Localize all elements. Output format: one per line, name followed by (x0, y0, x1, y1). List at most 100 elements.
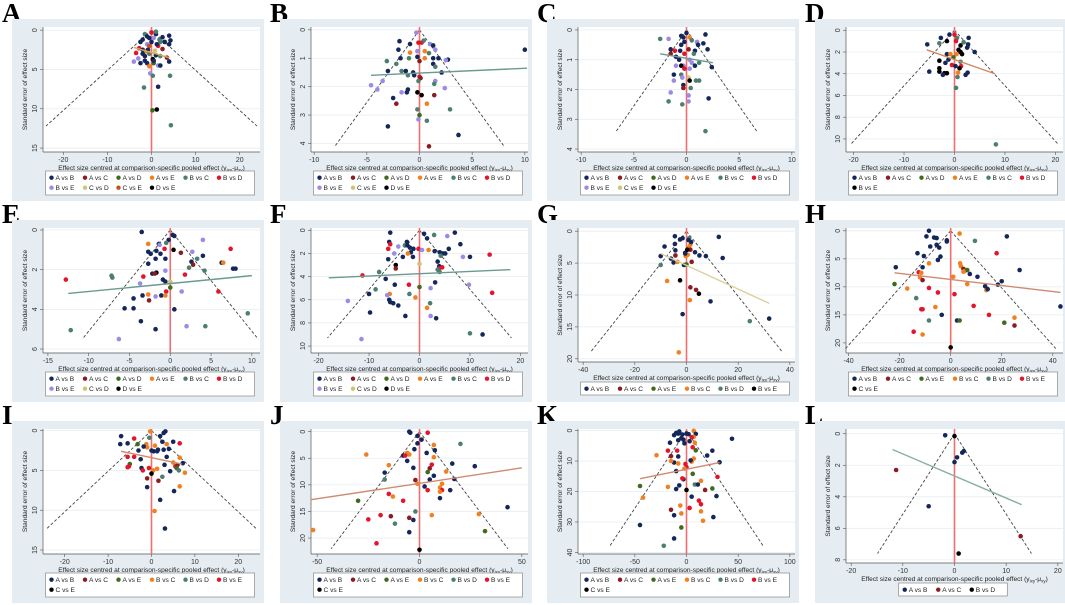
data-point (166, 446, 172, 452)
legend-label: A vs D (926, 175, 945, 182)
data-point (384, 58, 390, 64)
legend-marker (49, 577, 54, 582)
legend-label: B vs D (458, 577, 478, 584)
data-point (396, 47, 401, 53)
legend-item: B vs C (684, 386, 711, 393)
x-axis-title-sub: xy (1041, 369, 1046, 374)
legend-label: A vs E (691, 175, 710, 182)
data-point (153, 294, 158, 299)
data-point (747, 318, 753, 324)
data-point (426, 247, 431, 253)
funnel-plot-i: I 0 5 10 15 -20 -10 0 10 20 Standard error of effe… (2, 402, 264, 603)
data-point (662, 244, 667, 249)
funnel-right-limit (419, 431, 509, 549)
data-point (390, 494, 396, 499)
data-point (926, 69, 932, 74)
data-point (711, 514, 716, 520)
data-point (402, 453, 408, 458)
legend-item: B vs C (718, 175, 744, 182)
legend-marker (417, 577, 423, 582)
funnel-left-limit (81, 229, 171, 340)
data-point (186, 265, 192, 270)
legend-label: C vs E (324, 587, 344, 594)
legend-item: B vs C (149, 577, 176, 584)
legend-item: B vs C (183, 175, 209, 182)
x-tick-label: 20 (998, 358, 1006, 365)
legend-label: B vs E (591, 185, 611, 192)
data-point (170, 439, 176, 445)
legend-label: A vs C (89, 175, 108, 182)
data-point (141, 274, 146, 279)
legend-marker (183, 175, 188, 180)
x-tick-label: 20 (1052, 157, 1060, 164)
data-point (161, 447, 166, 453)
data-point (166, 41, 172, 47)
data-point (640, 495, 646, 500)
data-point (961, 269, 966, 275)
y-tick-label: 2 (32, 268, 39, 272)
data-point (162, 462, 167, 468)
x-axis-title-sub: xy (506, 369, 511, 374)
data-point (681, 85, 686, 91)
data-point (387, 241, 393, 247)
legend-label: A vs B (56, 577, 75, 584)
data-point (433, 64, 438, 70)
data-point (168, 38, 173, 43)
legend-item: A vs E (651, 577, 677, 584)
legend-marker (718, 386, 723, 391)
legend: A vs B A vs C A vs D A vs E B vs C B vs D B vs… (313, 170, 523, 196)
x-axis-title-end: ) (778, 165, 780, 172)
data-point (913, 295, 919, 301)
data-point (415, 54, 420, 60)
x-axis-title: Effect size centred at comparison-specif… (593, 165, 780, 173)
x-tick-label: 10 (788, 157, 796, 164)
x-axis-title-end: ) (243, 366, 245, 373)
data-point (421, 231, 427, 237)
data-point (164, 441, 169, 447)
data-point (953, 63, 958, 69)
x-tick-label: 0 (953, 568, 957, 575)
x-tick-label: 0 (685, 367, 689, 374)
data-point (406, 452, 412, 457)
data-point (182, 470, 188, 476)
data-point (411, 72, 417, 78)
legend-marker (417, 376, 423, 381)
data-point (720, 255, 725, 261)
legend-marker (183, 376, 188, 381)
data-point (693, 287, 699, 293)
data-point (366, 291, 372, 297)
regression-line (894, 272, 1061, 294)
data-point (437, 269, 442, 275)
legend-label: A vs C (624, 175, 643, 182)
data-point (146, 298, 152, 303)
y-tick-label: 2 (300, 85, 307, 89)
legend-marker (684, 175, 690, 180)
data-point (310, 527, 316, 533)
x-tick-label: 0 (418, 559, 422, 566)
data-point (157, 433, 163, 439)
x-tick-label: -10 (103, 559, 113, 566)
data-point (944, 38, 950, 44)
data-point (360, 273, 365, 278)
legend-marker (651, 577, 656, 582)
data-point (122, 306, 127, 311)
data-point (164, 454, 169, 460)
x-axis-title-end: ) (511, 165, 513, 172)
data-point (706, 96, 711, 101)
legend-marker (1019, 175, 1025, 180)
x-axis-title-sub: ixy (762, 168, 768, 173)
data-point (687, 66, 692, 71)
y-tick-label: 40 (567, 548, 574, 556)
legend-marker (116, 577, 121, 582)
data-point (994, 250, 999, 256)
data-point (407, 291, 412, 297)
y-tick-label: 4 (835, 495, 842, 499)
data-point (948, 51, 953, 57)
data-point (163, 240, 169, 246)
legend-item: A vs D (919, 175, 945, 182)
legend-marker (317, 577, 322, 582)
legend-label: B vs E (324, 185, 344, 192)
legend-item: A vs E (417, 376, 443, 383)
y-tick-label: 20 (567, 355, 574, 363)
data-point (431, 454, 437, 460)
